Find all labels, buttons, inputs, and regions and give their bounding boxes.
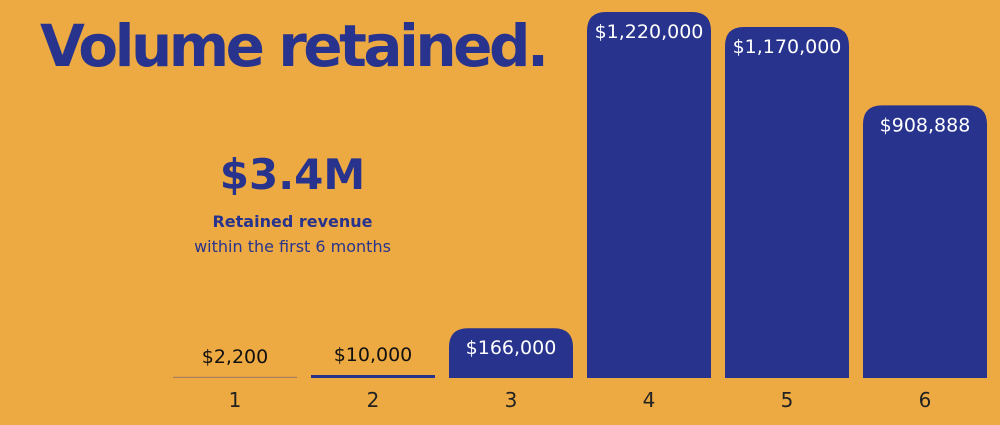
x-tick-label-5: 5 (781, 388, 794, 412)
bar-value-label-1: $2,200 (202, 346, 268, 368)
bar-value-label-4: $1,220,000 (595, 21, 704, 43)
retained-revenue-sublabel: within the first 6 months (194, 237, 391, 256)
bar-4 (587, 12, 711, 378)
x-tick-label-1: 1 (229, 388, 242, 412)
bar-6 (863, 105, 987, 378)
x-tick-label-6: 6 (919, 388, 932, 412)
bar-value-label-2: $10,000 (334, 344, 413, 366)
bar-2 (311, 375, 435, 378)
bar-value-label-5: $1,170,000 (733, 36, 842, 58)
bar-5 (725, 27, 849, 378)
bar-value-label-6: $908,888 (880, 114, 971, 136)
x-tick-label-4: 4 (643, 388, 656, 412)
retained-revenue-label: Retained revenue (212, 212, 373, 231)
bar-value-label-3: $166,000 (466, 337, 557, 359)
bar-1 (173, 376, 297, 378)
x-tick-label-2: 2 (367, 388, 380, 412)
retained-revenue-value: $3.4M (219, 150, 366, 199)
bar-3 (449, 328, 573, 378)
x-tick-label-3: 3 (505, 388, 518, 412)
page-title: Volume retained. (40, 12, 549, 80)
